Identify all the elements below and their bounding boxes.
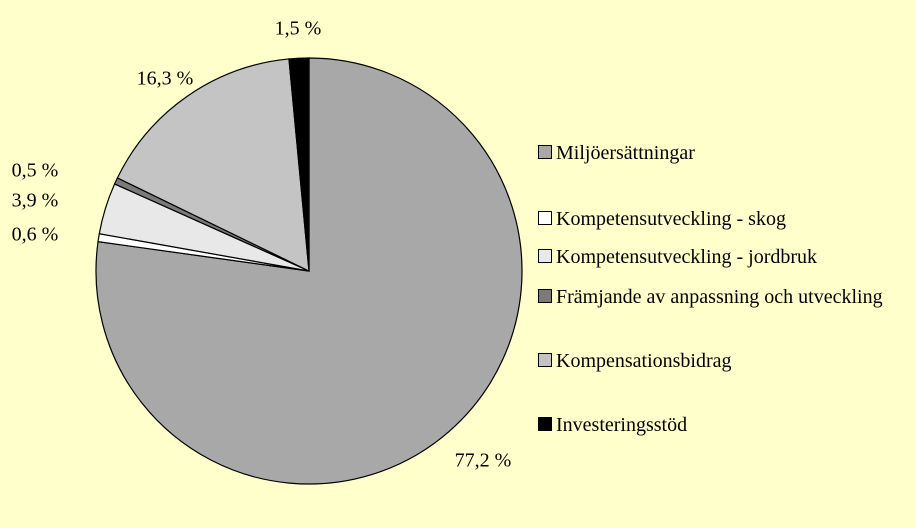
pie-slice	[288, 57, 310, 272]
legend-swatch	[538, 145, 552, 159]
legend-swatch	[538, 417, 552, 431]
legend-swatch	[538, 289, 552, 303]
legend-label: Miljöersättningar	[556, 142, 695, 164]
legend-label: Kompensationsbidrag	[556, 350, 732, 372]
legend-item: Kompetensutveckling - jordbruk	[538, 244, 908, 270]
legend-item: Investeringsstöd	[538, 412, 908, 438]
data-label: 16,3 %	[137, 68, 194, 90]
pie-slice	[116, 58, 310, 273]
data-label: 1,5 %	[275, 18, 322, 40]
data-label: 77,2 %	[455, 450, 512, 472]
legend-item: Kompetensutveckling - skog	[538, 206, 908, 232]
legend-label: Främjande av anpassning och utveckling	[556, 286, 883, 308]
legend-swatch	[538, 211, 552, 225]
data-label: 3,9 %	[12, 190, 59, 212]
legend-swatch	[538, 353, 552, 367]
legend-swatch	[538, 249, 552, 263]
legend-item: Kompensationsbidrag	[538, 348, 908, 374]
data-label: 0,5 %	[12, 160, 59, 182]
legend-label: Investeringsstöd	[556, 414, 688, 436]
legend-label: Kompetensutveckling - jordbruk	[556, 246, 818, 268]
legend-item: Miljöersättningar	[538, 140, 908, 166]
data-label: 0,6 %	[12, 224, 59, 246]
legend-item: Främjande av anpassning och utveckling	[538, 284, 908, 310]
legend-label: Kompetensutveckling - skog	[556, 208, 786, 230]
